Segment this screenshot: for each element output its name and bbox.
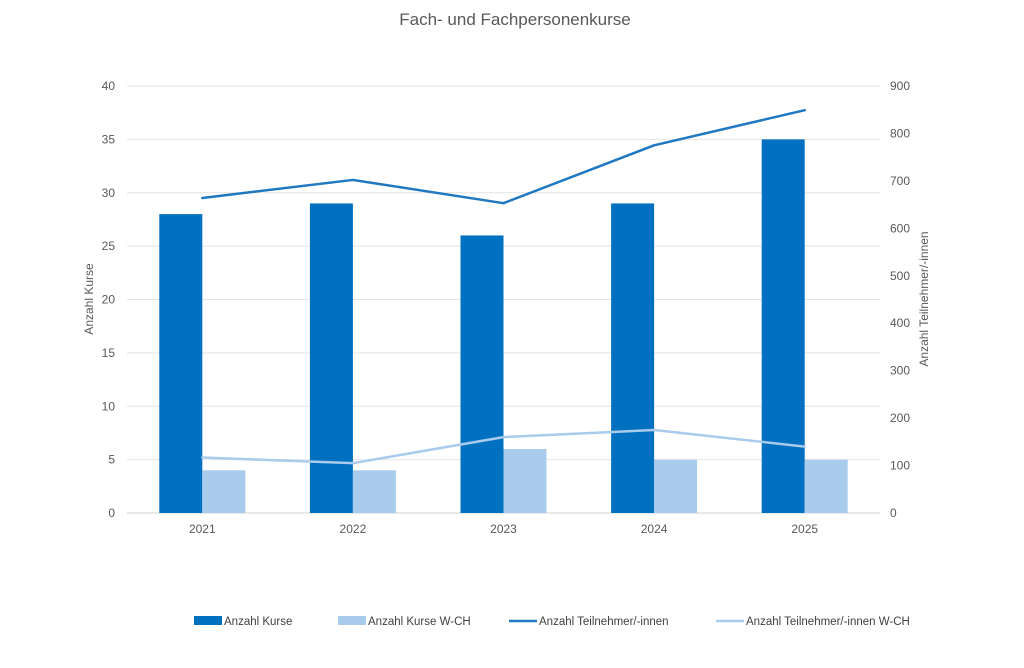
legend-label: Anzahl Kurse W-CH [368,616,471,628]
left-tick-label: 35 [102,132,116,146]
chart-title: Fach- und Fachpersonenkurse [399,10,631,29]
right-tick-label: 400 [890,316,910,330]
right-tick-label: 0 [890,506,897,520]
bar-anzahl-kurse [461,235,504,513]
legend-swatch-bar [194,616,222,625]
lines [202,110,804,463]
bar-anzahl-kurse-w-ch [654,460,697,513]
bar-anzahl-kurse-w-ch [202,470,245,513]
right-axis-ticks: 0 100 200 300 400 500 600 700 800 900 [890,79,910,520]
right-tick-label: 700 [890,174,910,188]
left-tick-label: 25 [102,239,116,253]
legend-swatch-bar [338,616,366,625]
legend-label: Anzahl Kurse [224,616,292,628]
right-tick-label: 600 [890,221,910,235]
line-teilnehmer [202,110,804,203]
left-axis-ticks: 0 5 10 15 20 25 30 35 40 [102,79,116,520]
left-tick-label: 20 [102,293,116,307]
bar-anzahl-kurse [762,139,805,513]
legend: Anzahl Kurse Anzahl Kurse W-CH Anzahl Teil… [194,616,910,628]
right-tick-label: 800 [890,126,910,140]
left-tick-label: 30 [102,186,116,200]
legend-label: Anzahl Teilnehmer/-innen [539,616,669,628]
right-tick-label: 100 [890,459,910,473]
x-tick-label: 2021 [189,522,216,536]
left-tick-label: 15 [102,346,116,360]
right-tick-label: 300 [890,364,910,378]
bar-anzahl-kurse-w-ch [353,470,396,513]
x-tick-label: 2025 [791,522,818,536]
right-tick-label: 900 [890,79,910,93]
bar-anzahl-kurse [310,203,353,513]
y-axis-right-title: Anzahl Teilnehmer/-innen [917,231,931,366]
y-axis-left-title: Anzahl Kurse [82,263,96,335]
bar-anzahl-kurse-w-ch [504,449,547,513]
bar-anzahl-kurse [159,214,202,513]
x-tick-label: 2023 [490,522,517,536]
right-tick-label: 500 [890,269,910,283]
left-tick-label: 0 [108,506,115,520]
left-tick-label: 40 [102,79,116,93]
left-tick-label: 5 [108,453,115,467]
x-axis-ticks: 2021 2022 2023 2024 2025 [189,522,818,536]
bar-anzahl-kurse-w-ch [805,460,848,513]
bars [159,139,847,513]
right-tick-label: 200 [890,411,910,425]
left-tick-label: 10 [102,399,116,413]
bar-anzahl-kurse [611,203,654,513]
x-tick-label: 2024 [641,522,668,536]
x-tick-label: 2022 [340,522,367,536]
legend-label: Anzahl Teilnehmer/-innen W-CH [746,616,910,628]
